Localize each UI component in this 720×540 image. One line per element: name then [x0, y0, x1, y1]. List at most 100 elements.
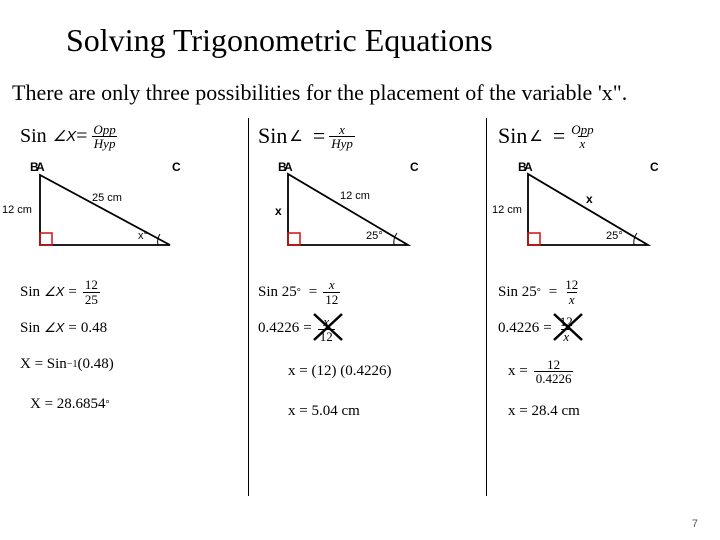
- column-divider-1: [248, 118, 249, 496]
- s2-lhs: Sin: [20, 320, 40, 337]
- page-number: 7: [692, 518, 698, 530]
- column-1: Sin ∠X = Opp Hyp A B C 12 cm 25 cm x° Si…: [20, 118, 240, 418]
- s2-lhs: 0.4226: [498, 320, 539, 337]
- s1-deg: °: [297, 287, 301, 298]
- vertex-b: B: [30, 160, 39, 174]
- eq-frac: x Hyp: [329, 123, 355, 150]
- col1-eq-angle: ∠X: [53, 127, 76, 145]
- s2-eq: =: [68, 320, 76, 337]
- s3-b: (0.48): [77, 356, 113, 373]
- page-title: Solving Trigonometric Equations: [66, 22, 493, 59]
- col1-triangle: A B C 12 cm 25 cm x°: [20, 160, 240, 270]
- s2-frac-crossed: 12 x: [556, 314, 577, 343]
- s1-eq: =: [309, 284, 317, 301]
- side-ab: 12 cm: [2, 204, 32, 216]
- col3-equation: Sin ∠ = Opp x: [498, 118, 718, 154]
- s2-frac-crossed: x 12: [316, 314, 337, 343]
- s4-deg: °: [106, 399, 110, 410]
- intro-text: There are only three possibilities for t…: [12, 80, 627, 106]
- angle-c: 25°: [606, 230, 623, 242]
- s2-ang: ∠X: [44, 320, 64, 336]
- den: x: [561, 329, 571, 344]
- col1-step1: Sin ∠X = 12 25: [20, 278, 240, 306]
- den: Hyp: [329, 136, 355, 150]
- col2-step2: 0.4226 = x 12: [258, 314, 478, 343]
- num: x: [337, 123, 347, 136]
- side-ac: x: [586, 192, 593, 206]
- s1-deg: °: [537, 287, 541, 298]
- col1-step2: Sin ∠X = 0.48: [20, 314, 240, 342]
- triangle-svg: [498, 160, 668, 260]
- col1-eq-eq: =: [76, 125, 87, 148]
- s3-frac: 12 0.4226: [534, 358, 574, 386]
- eq-lhs: Sin: [498, 123, 527, 149]
- s3-sup: −1: [67, 359, 78, 370]
- s4: x = 28.4 cm: [508, 403, 580, 420]
- s2-eq: =: [543, 320, 551, 337]
- triangle-svg: [258, 160, 428, 260]
- s4: x = 5.04 cm: [288, 403, 360, 420]
- column-2: Sin ∠ = x Hyp A B C x 12 cm 25° Sin 25° …: [258, 118, 478, 426]
- s4: X = 28.6854: [30, 396, 106, 413]
- col2-step1: Sin 25° = x 12: [258, 278, 478, 306]
- s1-ang: ∠X: [44, 284, 64, 300]
- den: x: [578, 136, 588, 150]
- side-ab: x: [275, 204, 282, 218]
- eq-ang: ∠: [289, 127, 302, 145]
- vertex-c: C: [172, 160, 181, 174]
- den: 12: [323, 292, 340, 307]
- s1-frac: 12 x: [563, 278, 580, 306]
- col1-eq-frac: Opp Hyp: [91, 123, 117, 150]
- eq-ang: ∠: [529, 127, 542, 145]
- s1-lhs: Sin 25: [258, 284, 297, 301]
- num: 12: [545, 358, 562, 372]
- num: x: [321, 315, 331, 329]
- s2-lhs: 0.4226: [258, 320, 299, 337]
- col1-step4: X = 28.6854°: [20, 390, 240, 418]
- col3-step1: Sin 25° = 12 x: [498, 278, 718, 306]
- s1-lhs: Sin: [20, 284, 40, 301]
- num: x: [327, 278, 337, 292]
- angle-c: x°: [138, 230, 148, 242]
- col2-step4: x = 5.04 cm: [258, 398, 478, 426]
- s1-frac: 12 25: [83, 278, 100, 306]
- den: 0.4226: [534, 371, 574, 386]
- col3-triangle: A B C 12 cm x 25°: [498, 160, 718, 270]
- vertex-b: B: [278, 160, 287, 174]
- frac-den: Hyp: [92, 136, 118, 150]
- vertex-c: C: [650, 160, 659, 174]
- num: 12: [558, 315, 575, 329]
- vertex-b: B: [518, 160, 527, 174]
- col2-step3: x = (12) (0.4226): [258, 358, 478, 386]
- side-ab: 12 cm: [492, 204, 522, 216]
- s1-eq: =: [549, 284, 557, 301]
- side-ac: 12 cm: [340, 190, 370, 202]
- col3-step2: 0.4226 = 12 x: [498, 314, 718, 343]
- s2-eq: =: [303, 320, 311, 337]
- s1-eq: =: [68, 284, 76, 301]
- col3-step3: x = 12 0.4226: [498, 358, 718, 386]
- side-ac: 25 cm: [92, 192, 122, 204]
- col2-triangle: A B C x 12 cm 25°: [258, 160, 478, 270]
- num: 12: [563, 278, 580, 292]
- col1-eq-lhs: Sin: [20, 125, 47, 148]
- eq-eq: =: [313, 123, 325, 149]
- eq-lhs: Sin: [258, 123, 287, 149]
- s2-rhs: 0.48: [81, 320, 107, 337]
- col2-equation: Sin ∠ = x Hyp: [258, 118, 478, 154]
- s3-lhs: x =: [508, 363, 528, 380]
- s3: x = (12) (0.4226): [288, 363, 391, 380]
- col3-step4: x = 28.4 cm: [498, 398, 718, 426]
- column-divider-2: [486, 118, 487, 496]
- num: Opp: [569, 123, 595, 136]
- s2-frac: x 12: [318, 315, 335, 343]
- eq-frac: Opp x: [569, 123, 595, 150]
- num: 12: [83, 278, 100, 292]
- s3-a: X = Sin: [20, 356, 67, 373]
- col1-step3: X = Sin−1 (0.48): [20, 350, 240, 378]
- triangle-svg: [20, 160, 190, 260]
- s2-frac: 12 x: [558, 315, 575, 343]
- column-3: Sin ∠ = Opp x A B C 12 cm x 25° Sin 25° …: [498, 118, 718, 426]
- den: x: [567, 292, 577, 307]
- s1-lhs: Sin 25: [498, 284, 537, 301]
